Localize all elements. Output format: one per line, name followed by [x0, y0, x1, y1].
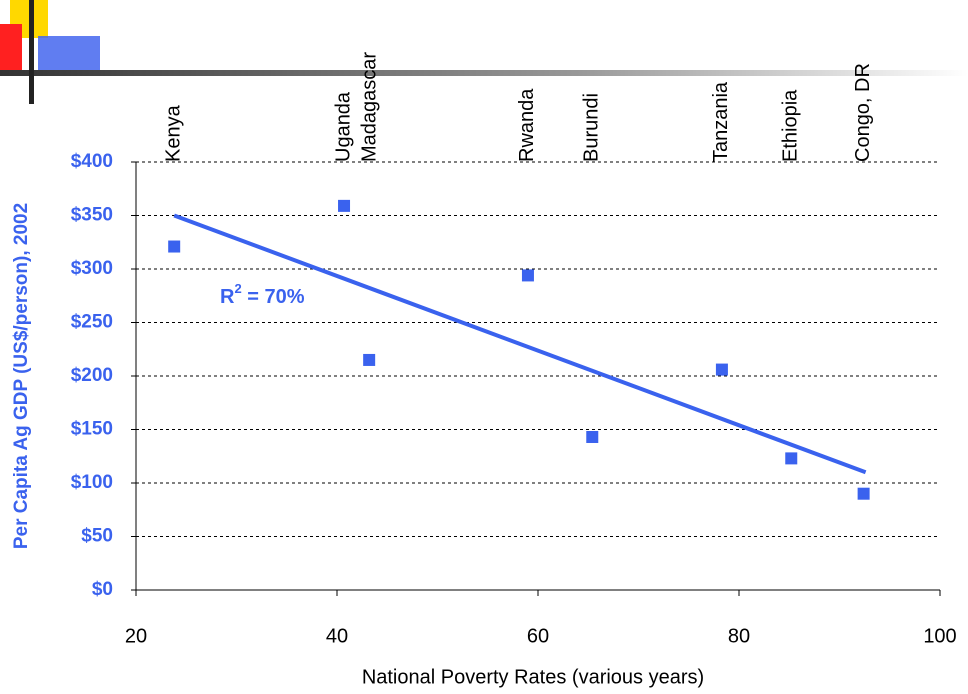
- x-tick-label: 20: [125, 625, 147, 647]
- y-tick-label: $150: [71, 419, 113, 440]
- point: [586, 431, 598, 443]
- y-tick-label: $400: [71, 151, 113, 172]
- point: [716, 364, 728, 376]
- x-tick-label: 100: [923, 625, 956, 647]
- point-label: Burundi: [581, 93, 603, 162]
- point: [858, 488, 870, 500]
- x-tick-label: 60: [527, 625, 549, 647]
- y-tick-label: $300: [71, 258, 113, 279]
- trendline: [174, 216, 865, 473]
- point: [168, 241, 180, 253]
- slide: National Poverty Rates (various years) P…: [0, 0, 968, 694]
- point: [522, 269, 534, 281]
- point-label: Madagascar: [358, 52, 380, 162]
- point-label: Tanzania: [710, 81, 732, 162]
- x-tick-label: 40: [326, 625, 348, 647]
- x-tick-label: 80: [728, 625, 750, 647]
- point-label: Kenya: [162, 104, 184, 162]
- annotation-rest: = 70%: [242, 286, 305, 308]
- y-tick-label: $0: [92, 579, 113, 600]
- point-label: Rwanda: [516, 88, 538, 162]
- point-label: Uganda: [332, 91, 354, 162]
- y-tick-label: $350: [71, 205, 113, 226]
- x-axis-title: National Poverty Rates (various years): [362, 666, 704, 688]
- y-tick-label: $250: [71, 312, 113, 333]
- annotation: R2 = 70%: [220, 281, 305, 308]
- y-axis-title: Per Capita Ag GDP (US$/person), 2002: [11, 203, 32, 549]
- point: [363, 354, 375, 366]
- point: [785, 452, 797, 464]
- point: [338, 200, 350, 212]
- point-label: Ethiopia: [780, 89, 802, 162]
- y-tick-label: $100: [71, 472, 113, 493]
- deco-red: [0, 24, 22, 74]
- deco-line: [0, 70, 968, 76]
- y-tick-label: $200: [71, 365, 113, 386]
- point-label: Congo, DR: [852, 63, 874, 162]
- y-tick-label: $50: [81, 526, 113, 547]
- deco-vline: [29, 0, 34, 104]
- annotation-sup: 2: [234, 281, 241, 296]
- annotation-base: R: [220, 286, 235, 308]
